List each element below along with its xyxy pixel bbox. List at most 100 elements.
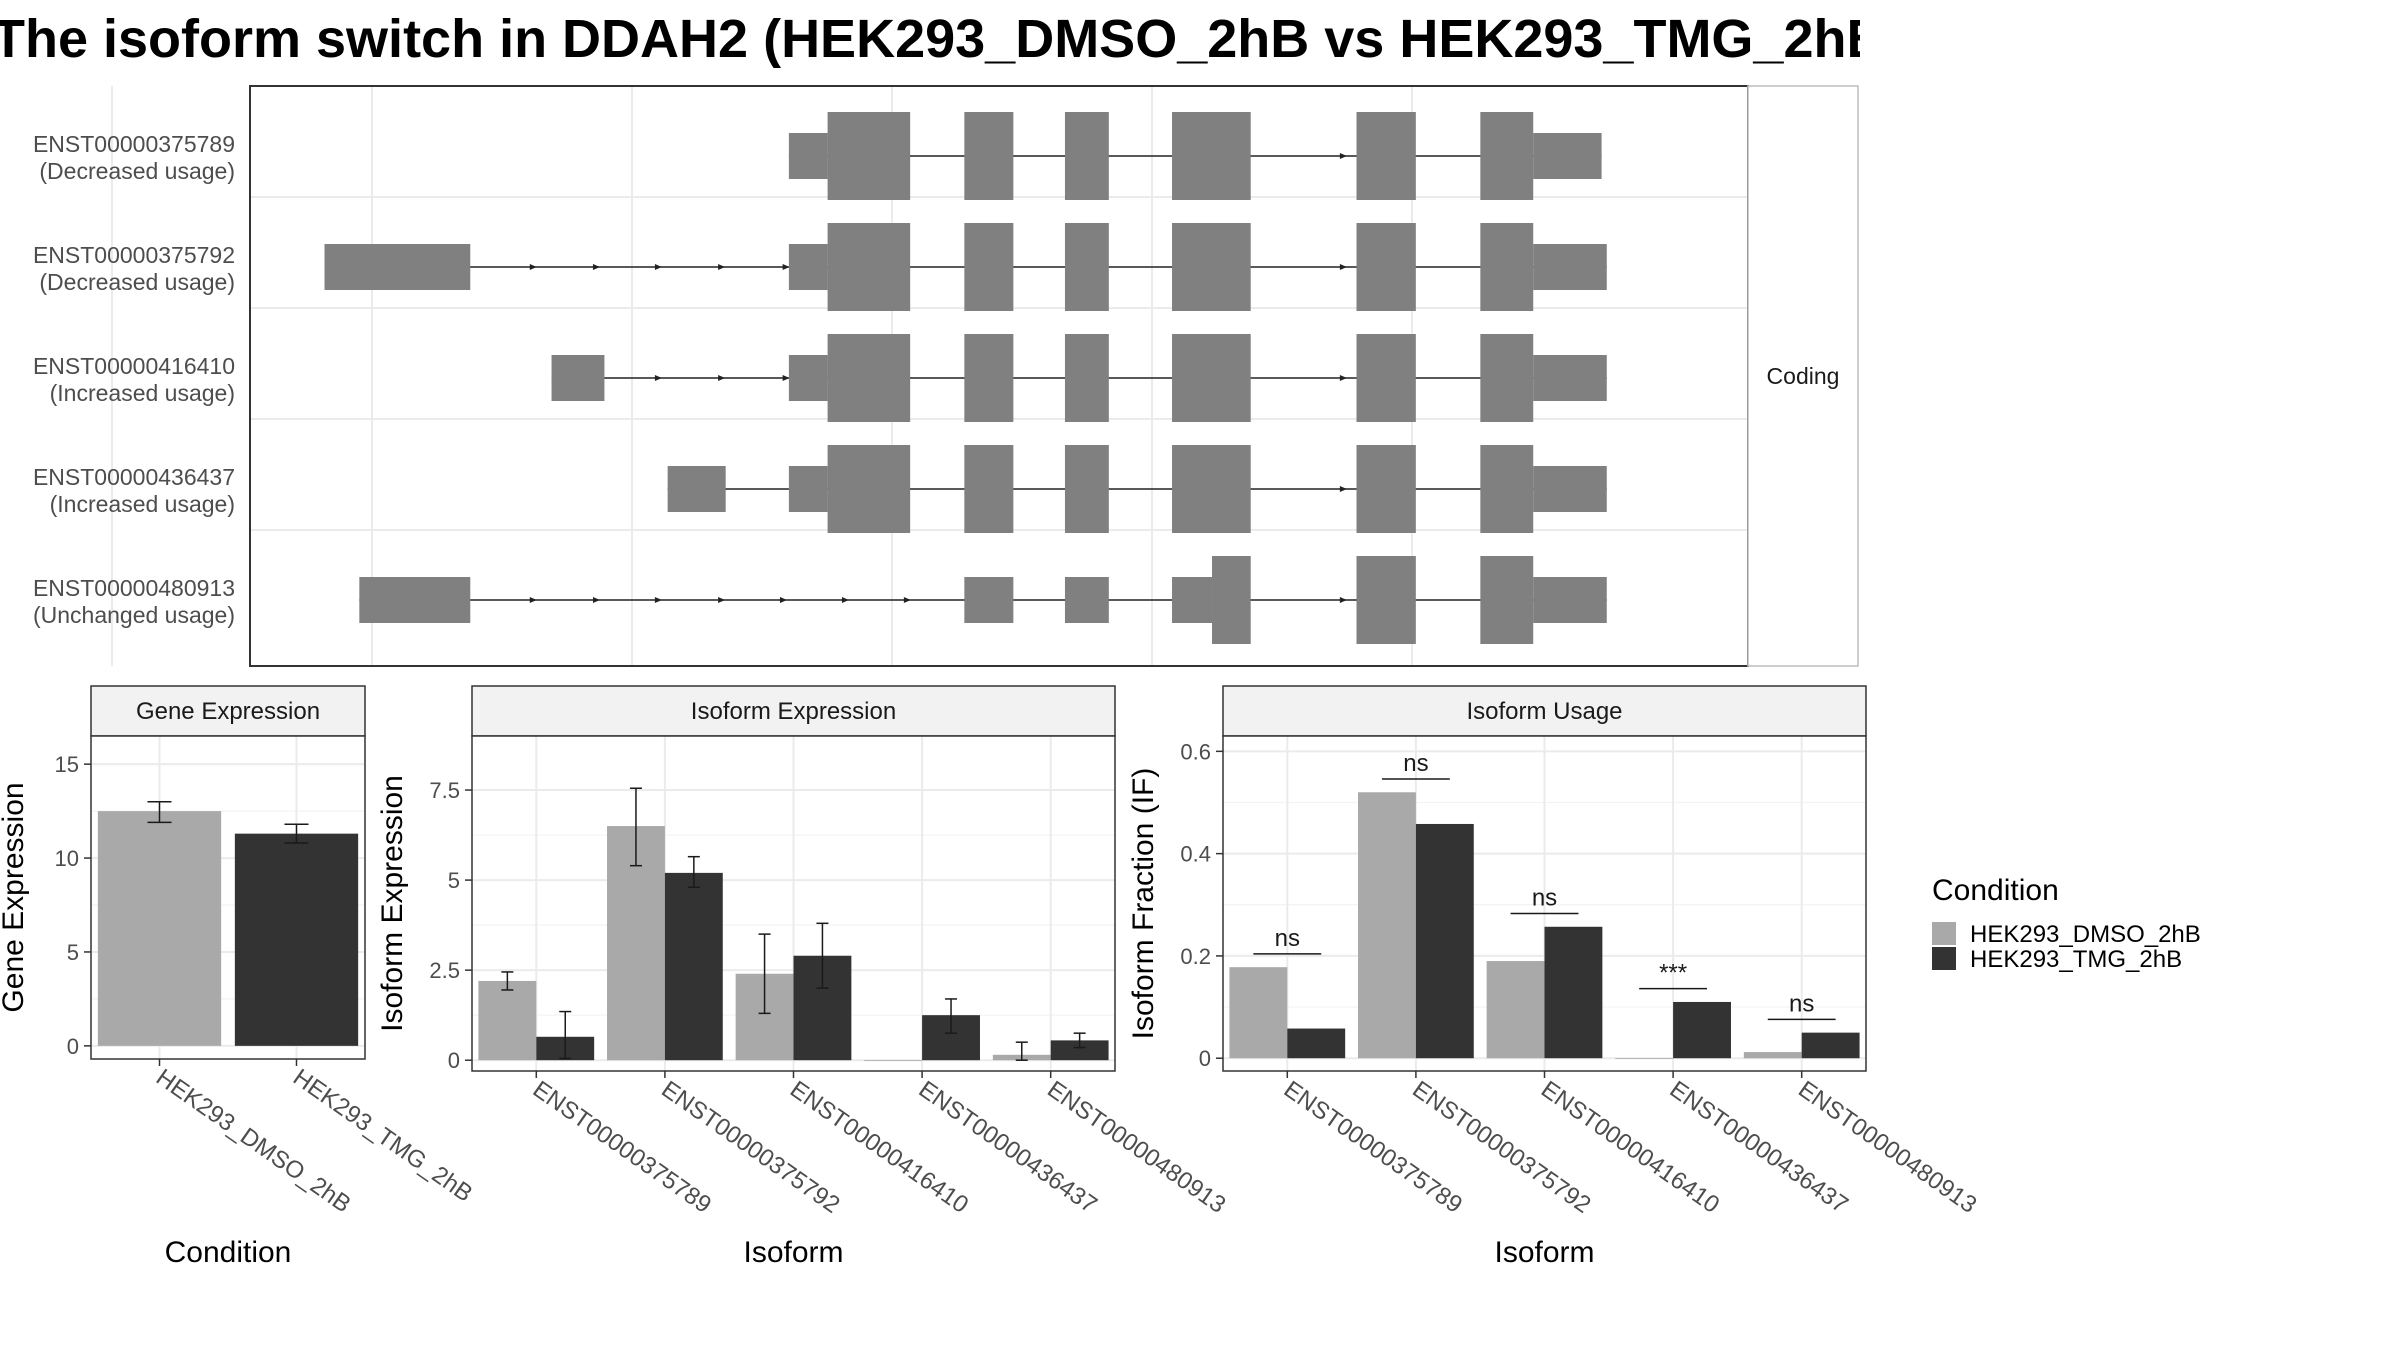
transcript-id-label: ENST00000436437 xyxy=(33,464,235,490)
intron-arrow xyxy=(782,375,790,381)
coding-exon xyxy=(1064,223,1109,311)
utr-exon xyxy=(359,577,471,623)
coding-exon xyxy=(827,445,911,533)
y-tick-label: 0.4 xyxy=(1180,842,1211,867)
panel-strip xyxy=(90,685,366,737)
coding-exon xyxy=(827,334,911,422)
isoform-usage-panel: Isoform Usage00.20.40.6ENST00000375789EN… xyxy=(1127,685,1981,1269)
intron-arrow xyxy=(1339,264,1347,270)
panel-border xyxy=(1222,735,1867,1072)
coding-exon xyxy=(1356,223,1416,311)
utr-exon xyxy=(1064,577,1109,623)
bar xyxy=(1050,1040,1109,1061)
coding-exon xyxy=(827,223,911,311)
bar xyxy=(1544,926,1603,1059)
bar xyxy=(1415,823,1474,1059)
panel-border xyxy=(471,735,1116,1072)
intron-arrow xyxy=(529,264,537,270)
coding-exon xyxy=(1212,556,1251,644)
significance-label: ns xyxy=(1532,884,1557,911)
intron-arrow xyxy=(780,597,788,603)
legend-label: HEK293_TMG_2hB xyxy=(1970,946,2182,973)
y-tick-label: 7.5 xyxy=(429,778,460,803)
intron-arrow xyxy=(592,597,600,603)
utr-exon xyxy=(1533,133,1602,179)
coding-exon xyxy=(1356,334,1416,422)
legend-label: HEK293_DMSO_2hB xyxy=(1970,921,2201,948)
coding-exon xyxy=(1172,112,1251,200)
coding-exon xyxy=(1480,556,1534,644)
significance-label: ns xyxy=(1403,750,1428,777)
transcript-usage-label: (Unchanged usage) xyxy=(33,602,235,628)
transcript-id-label: ENST00000480913 xyxy=(33,575,235,601)
panel-strip xyxy=(1222,685,1867,737)
y-tick-label: 0 xyxy=(448,1048,460,1073)
legend-swatch xyxy=(1932,922,1956,945)
legend-title: Condition xyxy=(1932,874,2059,907)
panel-strip xyxy=(471,685,1116,737)
coding-exon xyxy=(827,112,911,200)
utr-exon xyxy=(1533,355,1607,401)
isoform-expression-panel: Isoform Expression02.557.5ENST0000037578… xyxy=(376,685,1230,1269)
y-axis-title: Gene Expression xyxy=(0,782,30,1012)
coding-exon xyxy=(1480,334,1534,422)
coding-exon xyxy=(964,445,1014,533)
utr-exon xyxy=(551,355,605,401)
coding-exon xyxy=(1480,445,1534,533)
y-tick-label: 5 xyxy=(448,868,460,893)
structure-strip-label: Coding xyxy=(1767,363,1840,389)
transcript-usage-label: (Decreased usage) xyxy=(39,158,235,184)
transcript-id-label: ENST00000416410 xyxy=(33,353,235,379)
intron-arrow xyxy=(1339,597,1347,603)
bar xyxy=(864,1060,923,1061)
intron-arrow xyxy=(654,264,662,270)
coding-exon xyxy=(1172,445,1251,533)
coding-exon xyxy=(1064,334,1109,422)
y-tick-label: 0 xyxy=(67,1034,79,1059)
bar xyxy=(1743,1052,1802,1059)
coding-exon xyxy=(1480,223,1534,311)
coding-exon xyxy=(1356,112,1416,200)
utr-exon xyxy=(1533,244,1607,290)
transcript-usage-label: (Decreased usage) xyxy=(39,269,235,295)
bar xyxy=(1229,967,1288,1059)
intron-arrow xyxy=(718,264,726,270)
utr-exon xyxy=(667,466,726,512)
coding-exon xyxy=(964,112,1014,200)
significance-label: ns xyxy=(1275,925,1300,952)
intron-arrow xyxy=(1339,486,1347,492)
structure-strip xyxy=(1747,85,1859,667)
panel-strip-label: Gene Expression xyxy=(136,698,320,725)
x-axis-title: Isoform xyxy=(1494,1236,1594,1269)
y-tick-label: 10 xyxy=(55,846,79,871)
coding-exon xyxy=(1064,445,1109,533)
coding-exon xyxy=(1172,334,1251,422)
intron-arrow xyxy=(782,264,790,270)
panel-strip-label: Isoform Usage xyxy=(1466,698,1622,725)
intron-arrow xyxy=(529,597,537,603)
utr-exon xyxy=(1533,466,1607,512)
significance-label: ns xyxy=(1789,990,1814,1017)
bar xyxy=(1801,1032,1860,1059)
panel-border xyxy=(90,735,366,1060)
significance-label: *** xyxy=(1659,960,1687,987)
utr-exon xyxy=(788,355,828,401)
transcript-usage-label: (Increased usage) xyxy=(50,380,235,406)
coding-exon xyxy=(1064,112,1109,200)
bar xyxy=(478,980,537,1061)
coding-exon xyxy=(1480,112,1534,200)
intron-arrow xyxy=(654,375,662,381)
x-axis-title: Condition xyxy=(165,1236,292,1269)
y-axis-title: Isoform Expression xyxy=(376,775,409,1032)
bar xyxy=(1287,1028,1346,1059)
utr-exon xyxy=(1533,577,1607,623)
bar xyxy=(97,811,222,1046)
y-axis-title: Isoform Fraction (IF) xyxy=(1127,768,1160,1040)
panel-strip-label: Isoform Expression xyxy=(691,698,896,725)
intron-arrow xyxy=(654,597,662,603)
y-tick-label: 5 xyxy=(67,940,79,965)
intron-arrow xyxy=(903,597,911,603)
utr-exon xyxy=(1172,577,1213,623)
